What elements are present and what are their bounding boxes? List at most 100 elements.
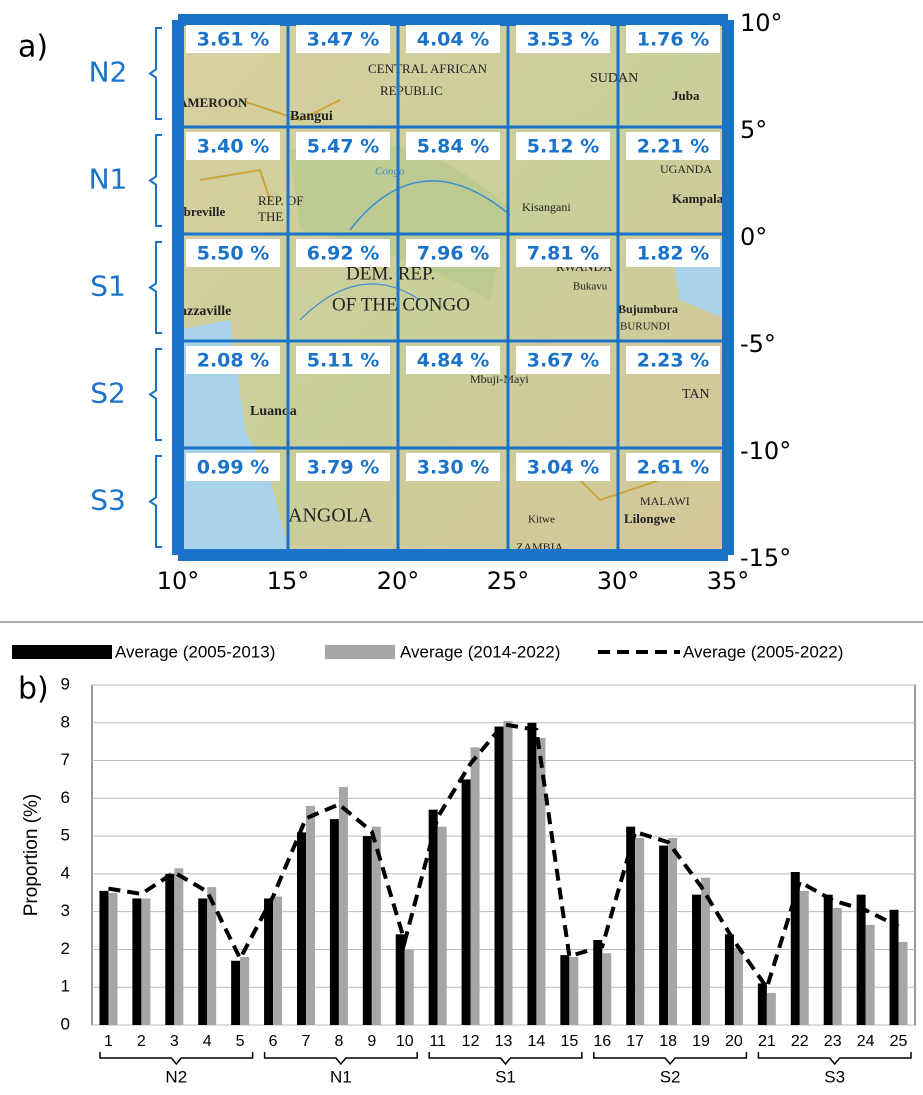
- map-place-label: REPUBLIC: [380, 83, 443, 98]
- cell-value-label: 5.50 %: [197, 243, 270, 265]
- x-tick-label: 11: [429, 1033, 446, 1050]
- bar: [823, 894, 833, 1025]
- bar: [527, 722, 537, 1025]
- cell-value-label: 3.40 %: [197, 136, 270, 158]
- x-tick-label: 10: [396, 1033, 414, 1050]
- map-place-label: AMEROON: [178, 95, 248, 110]
- bar: [273, 896, 283, 1025]
- cell-value-label: 5.47 %: [307, 136, 380, 158]
- map-place-label: Bukavu: [573, 281, 608, 293]
- map-place-label: CENTRAL AFRICAN: [368, 61, 488, 76]
- map-place-label: Kisangani: [522, 200, 571, 214]
- row-label: S3: [90, 484, 126, 517]
- bar: [668, 838, 678, 1025]
- bar: [626, 826, 636, 1025]
- group-bracket: [757, 1052, 912, 1066]
- bar: [701, 877, 711, 1025]
- cell-label-box: [626, 346, 720, 374]
- bar: [305, 805, 315, 1025]
- group-bracket: [263, 1052, 418, 1066]
- y-tick-label: 0: [61, 1014, 70, 1033]
- map-place-label: THE: [258, 209, 283, 224]
- x-tick-label: 10°: [157, 567, 200, 595]
- group-label: N2: [165, 1067, 187, 1086]
- cell-label-box: [516, 346, 610, 374]
- group-bracket: [428, 1052, 583, 1066]
- y-tick-label: 1: [61, 977, 70, 996]
- map-place-label: Lilongwe: [624, 511, 676, 526]
- bar: [865, 924, 875, 1025]
- cell-value-label: 2.23 %: [637, 350, 710, 372]
- bar: [174, 868, 184, 1025]
- y-tick-label: 6: [61, 788, 70, 807]
- cell-value-label: 5.11 %: [307, 350, 380, 372]
- bar: [329, 819, 339, 1025]
- bar: [733, 947, 743, 1025]
- row-bracket: [148, 348, 162, 441]
- cell-label-box: [406, 239, 500, 267]
- cell-label-box: [626, 132, 720, 160]
- cell-value-label: 3.30 %: [417, 457, 490, 479]
- map-place-label: BURUNDI: [620, 321, 670, 333]
- x-tick-label: 19: [692, 1033, 710, 1050]
- map-place-label: ANGOLA: [288, 505, 373, 527]
- cell-value-label: 2.08 %: [197, 350, 270, 372]
- row-bracket: [148, 241, 162, 334]
- bar: [207, 887, 217, 1025]
- cell-label-box: [296, 25, 390, 53]
- cell-label-box: [626, 239, 720, 267]
- cell-label-box: [626, 453, 720, 481]
- bar: [724, 934, 734, 1025]
- bar: [757, 983, 767, 1025]
- row-label: S2: [90, 377, 126, 410]
- bar: [536, 737, 546, 1025]
- cell-value-label: 1.76 %: [637, 29, 710, 51]
- cell-value-label: 7.96 %: [417, 243, 490, 265]
- cell-value-label: 6.92 %: [307, 243, 380, 265]
- x-tick-label: 16: [593, 1033, 611, 1050]
- x-tick-label: 20°: [377, 567, 420, 595]
- bar: [790, 872, 800, 1025]
- bar: [338, 787, 348, 1025]
- cell-value-label: 7.81 %: [527, 243, 600, 265]
- cell-label-box: [406, 346, 500, 374]
- bar: [593, 940, 603, 1025]
- bar: [99, 890, 109, 1025]
- bar: [461, 779, 471, 1025]
- bar: [231, 960, 241, 1025]
- panel-label: a): [18, 30, 48, 65]
- group-bracket: [99, 1052, 254, 1066]
- map-place-label: SUDAN: [590, 71, 638, 86]
- x-tick-label: 6: [269, 1033, 278, 1050]
- legend-swatch: [12, 645, 112, 659]
- panel-label: b): [18, 672, 49, 707]
- map-place-label: ibreville: [180, 204, 225, 219]
- map-place-label: MALAWI: [640, 494, 690, 508]
- row-bracket: [148, 27, 162, 120]
- cell-value-label: 3.53 %: [527, 29, 600, 51]
- map-place-label: Mbuji-Mayi: [470, 372, 529, 386]
- bar: [470, 747, 480, 1025]
- bar: [659, 845, 669, 1025]
- x-tick-label: 23: [824, 1033, 842, 1050]
- y-tick-label: 3: [61, 901, 70, 920]
- cell-label-box: [186, 132, 280, 160]
- y-tick-label: 5: [61, 826, 70, 845]
- x-tick-label: 8: [334, 1033, 343, 1050]
- map-place-label: Congo: [375, 166, 405, 178]
- cell-value-label: 3.67 %: [527, 350, 600, 372]
- cell-value-label: 4.84 %: [417, 350, 490, 372]
- y-tick-label: 8: [61, 712, 70, 731]
- y-axis-label: Proportion (%): [21, 794, 42, 917]
- cell-label-box: [626, 25, 720, 53]
- cell-label-box: [516, 239, 610, 267]
- bar: [602, 953, 612, 1025]
- cell-label-box: [516, 453, 610, 481]
- group-bracket: [593, 1052, 748, 1066]
- row-label: N1: [89, 163, 128, 196]
- map-place-label: DEM. REP.: [346, 263, 435, 284]
- row-bracket: [148, 455, 162, 548]
- bar: [296, 832, 306, 1025]
- x-tick-label: 18: [659, 1033, 677, 1050]
